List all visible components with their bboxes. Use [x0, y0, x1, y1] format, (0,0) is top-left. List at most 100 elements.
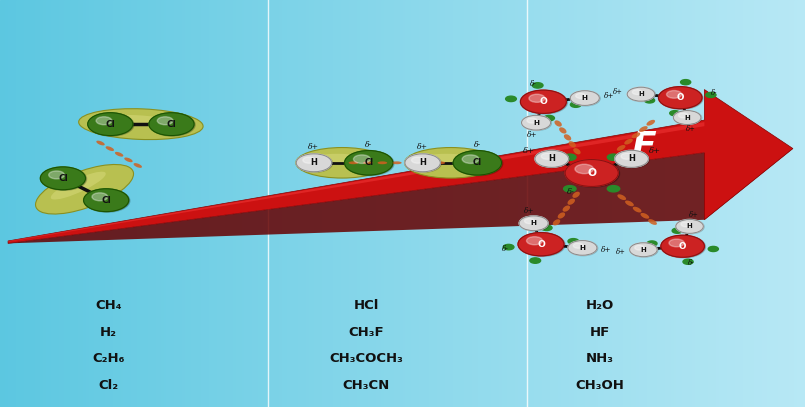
Bar [553, 0, 556, 407]
Bar [389, 0, 393, 407]
Bar [523, 0, 526, 407]
Bar [357, 0, 361, 407]
Bar [644, 0, 647, 407]
Bar [531, 0, 535, 407]
Bar [324, 0, 328, 407]
Bar [199, 0, 202, 407]
Bar [526, 0, 530, 407]
Bar [402, 0, 406, 407]
Bar [244, 0, 248, 407]
Bar [451, 0, 454, 407]
Circle shape [522, 115, 551, 130]
Circle shape [568, 241, 597, 256]
Bar [394, 0, 398, 407]
Bar [445, 0, 449, 407]
Circle shape [621, 153, 633, 159]
Bar [493, 0, 497, 407]
Text: H: H [311, 158, 317, 167]
Bar [473, 0, 476, 407]
Circle shape [672, 228, 683, 233]
Bar [191, 0, 194, 407]
Bar [14, 0, 17, 407]
Ellipse shape [105, 146, 114, 151]
Circle shape [675, 219, 704, 233]
Ellipse shape [407, 161, 416, 164]
Bar [153, 0, 156, 407]
Bar [177, 0, 180, 407]
Bar [405, 0, 409, 407]
Ellipse shape [35, 164, 134, 214]
Bar [601, 0, 605, 407]
Text: CH₄: CH₄ [95, 299, 122, 312]
Circle shape [42, 168, 87, 190]
Bar [730, 0, 733, 407]
Bar [437, 0, 441, 407]
Text: O: O [539, 97, 547, 106]
Bar [491, 0, 494, 407]
Ellipse shape [124, 158, 133, 162]
Bar [255, 0, 258, 407]
Bar [770, 0, 774, 407]
Bar [622, 0, 626, 407]
Circle shape [627, 87, 654, 101]
Bar [668, 0, 671, 407]
Ellipse shape [568, 199, 575, 205]
Bar [419, 0, 422, 407]
Bar [303, 0, 307, 407]
Bar [719, 0, 723, 407]
Bar [505, 0, 508, 407]
Bar [786, 0, 790, 407]
Circle shape [96, 117, 112, 125]
Text: CH₃COCH₃: CH₃COCH₃ [329, 352, 403, 365]
Bar [663, 0, 667, 407]
Bar [271, 0, 275, 407]
Bar [312, 0, 315, 407]
Bar [225, 0, 229, 407]
Bar [183, 0, 186, 407]
Bar [803, 0, 805, 407]
Bar [300, 0, 304, 407]
Bar [332, 0, 336, 407]
Bar [163, 0, 167, 407]
Bar [349, 0, 353, 407]
Text: δ+: δ+ [616, 248, 625, 256]
Bar [360, 0, 363, 407]
Bar [475, 0, 478, 407]
Ellipse shape [97, 141, 105, 145]
Circle shape [297, 154, 332, 172]
Bar [223, 0, 226, 407]
Ellipse shape [617, 145, 625, 151]
Ellipse shape [572, 192, 580, 198]
Bar [352, 0, 355, 407]
Ellipse shape [97, 115, 172, 126]
Circle shape [570, 91, 600, 105]
Bar [212, 0, 216, 407]
Bar [274, 0, 277, 407]
Text: NH₃: NH₃ [586, 352, 613, 365]
Bar [614, 0, 618, 407]
Circle shape [518, 232, 564, 256]
Ellipse shape [558, 212, 565, 219]
Bar [767, 0, 771, 407]
Ellipse shape [115, 152, 123, 157]
Bar [714, 0, 717, 407]
Bar [574, 0, 578, 407]
Bar [400, 0, 403, 407]
Circle shape [658, 87, 702, 109]
Circle shape [530, 258, 541, 263]
Bar [51, 0, 55, 407]
Circle shape [659, 87, 703, 109]
Circle shape [679, 113, 688, 118]
Text: δ+: δ+ [524, 207, 535, 215]
Bar [692, 0, 696, 407]
Bar [282, 0, 285, 407]
Bar [40, 0, 43, 407]
Circle shape [681, 222, 691, 227]
Bar [515, 0, 518, 407]
Bar [284, 0, 288, 407]
Bar [588, 0, 591, 407]
Bar [485, 0, 489, 407]
Bar [561, 0, 564, 407]
Bar [220, 0, 224, 407]
Bar [233, 0, 237, 407]
